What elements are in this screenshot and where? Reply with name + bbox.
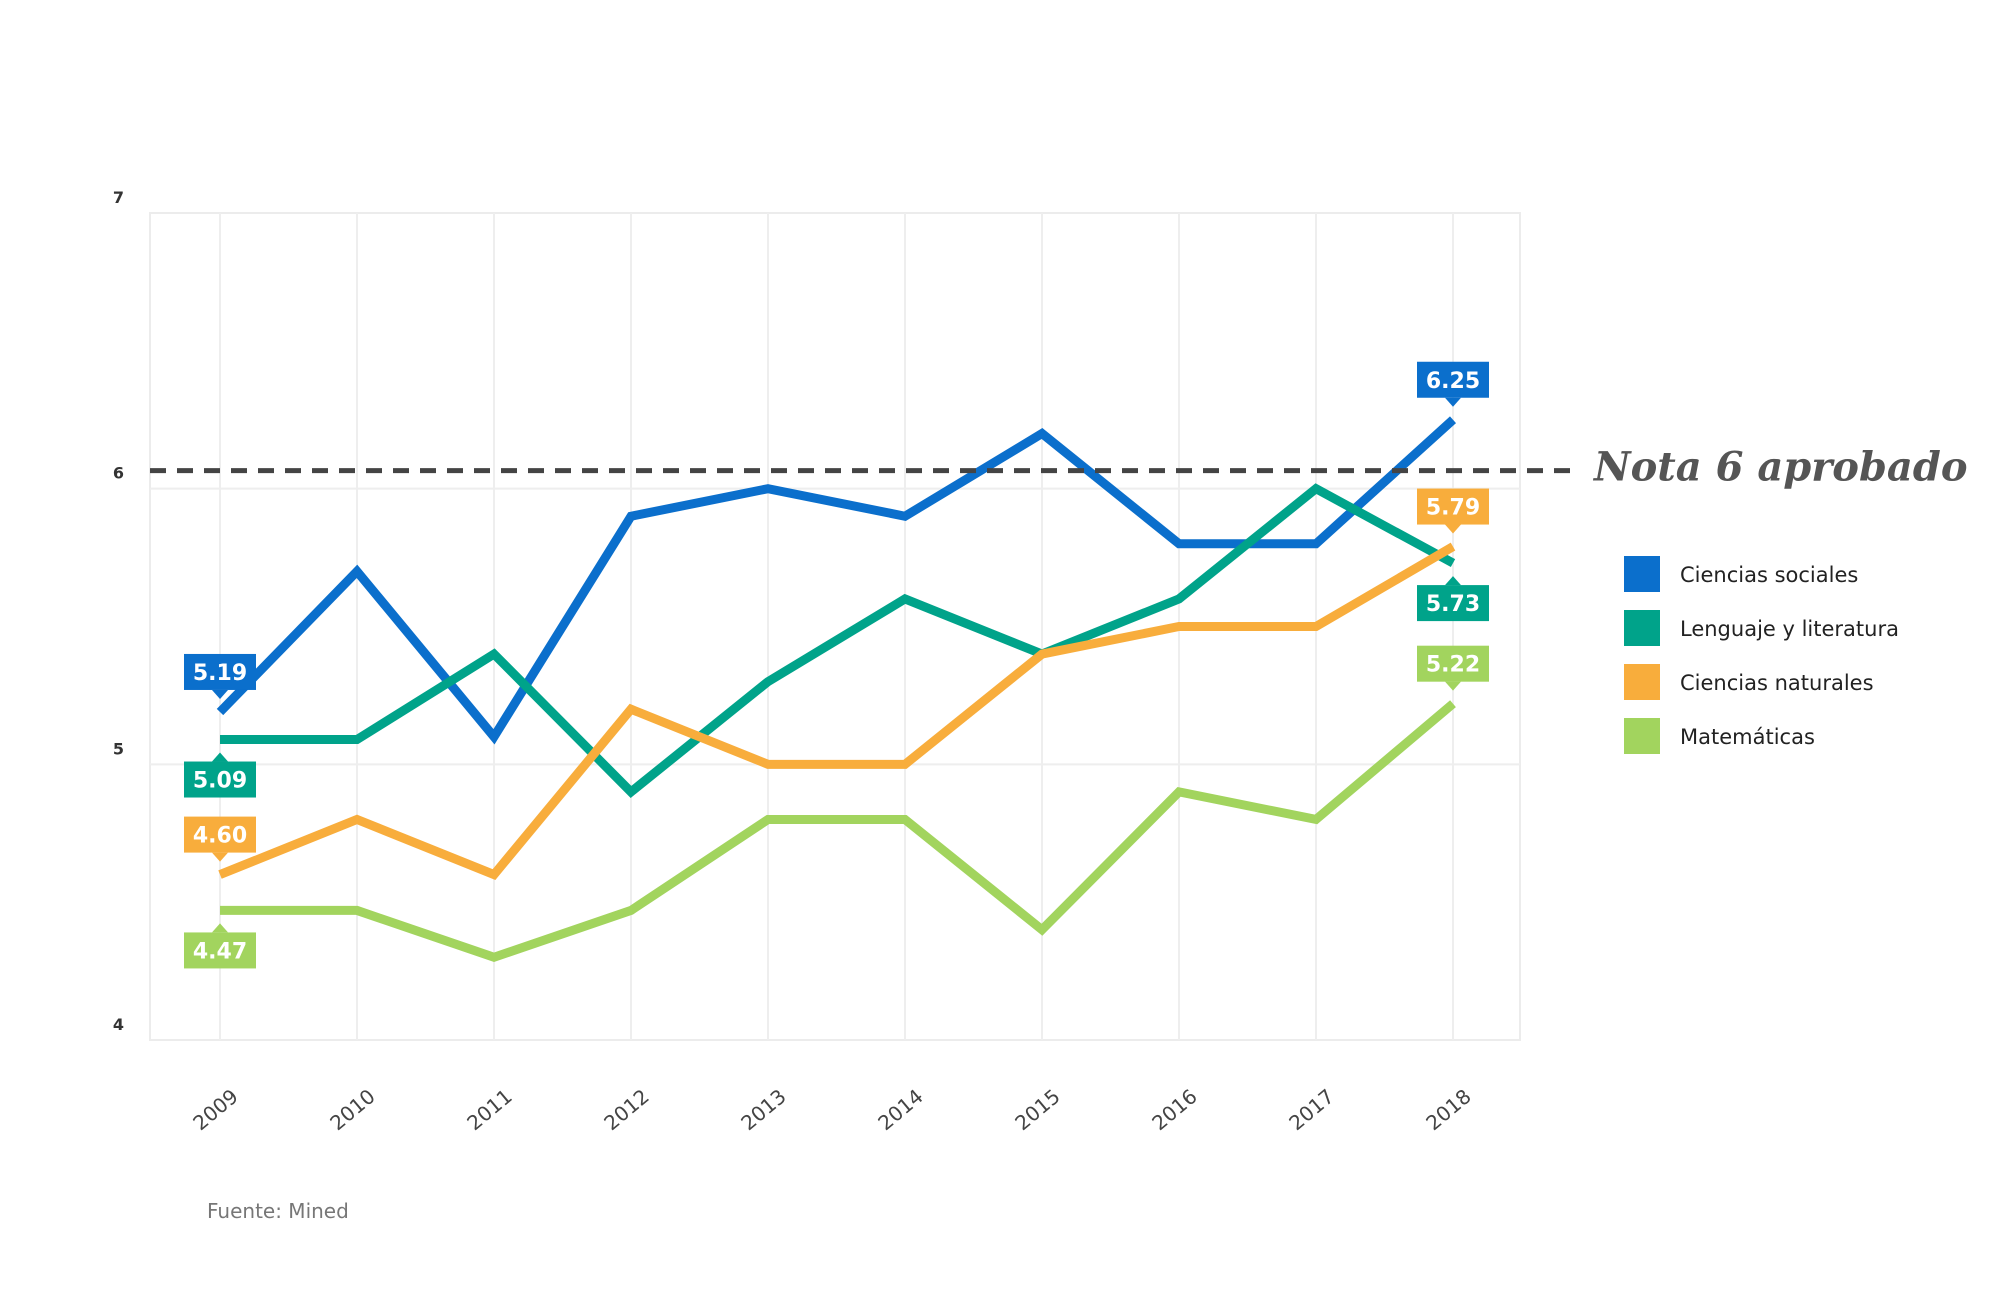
data-label: 4.47 (184, 923, 256, 969)
data-label-box (1417, 645, 1489, 682)
data-label-text: 5.19 (193, 661, 247, 686)
series-line (218, 542, 1456, 881)
legend-swatch (1624, 610, 1660, 646)
data-label-text: 5.09 (193, 769, 247, 794)
data-label-box (1417, 361, 1489, 398)
legend-item: Matemáticas (1624, 718, 1815, 754)
reference-line-group: Nota 6 aprobado (150, 444, 1968, 491)
data-label-pointer (1445, 397, 1461, 407)
reference-line-label: Nota 6 aprobado (1592, 444, 1968, 491)
plot-frame (149, 212, 1521, 1041)
data-label-box (1417, 585, 1489, 622)
series-lines (216, 416, 1457, 963)
y-tick-label: 7 (113, 188, 124, 207)
x-tick-label: 2015 (1010, 1084, 1064, 1135)
data-label-text: 5.22 (1426, 653, 1480, 678)
legend-swatch (1624, 718, 1660, 754)
data-label-pointer (1445, 681, 1461, 691)
data-label: 5.79 (1417, 488, 1489, 534)
y-axis-ticks: 4 5 6 7 (113, 188, 124, 1034)
legend-label: Matemáticas (1680, 725, 1815, 749)
data-label-text: 4.47 (193, 939, 247, 964)
legend-label: Lenguaje y literatura (1680, 617, 1899, 641)
data-label-box (184, 816, 256, 853)
data-label-pointer (1445, 524, 1461, 534)
data-label-box (184, 653, 256, 690)
legend-item: Ciencias sociales (1624, 556, 1858, 592)
series-line (216, 416, 1457, 745)
data-label-pointer (212, 852, 228, 862)
x-axis-ticks: 2009 2010 2011 2012 2013 2014 2015 2016 2017 2018 (188, 1084, 1475, 1135)
source-note: Fuente: Mined (207, 1199, 349, 1223)
data-label-pointer (212, 752, 228, 762)
legend-swatch (1624, 556, 1660, 592)
y-tick-label: 6 (113, 464, 124, 483)
data-label-pointer (1445, 576, 1461, 586)
data-label-text: 6.25 (1426, 369, 1480, 394)
data-label-box (1417, 488, 1489, 525)
legend-swatch (1624, 664, 1660, 700)
data-label: 5.22 (1417, 645, 1489, 691)
legend-item: Ciencias naturales (1624, 664, 1874, 700)
series-line (220, 700, 1456, 963)
grid-lines (150, 213, 1520, 1040)
data-label-pointer (212, 689, 228, 699)
legend-label: Ciencias sociales (1680, 563, 1858, 587)
data-label: 4.60 (184, 816, 256, 862)
data-label-text: 5.79 (1426, 496, 1480, 521)
x-tick-label: 2009 (188, 1084, 242, 1135)
data-label: 5.73 (1417, 576, 1489, 622)
data-label-box (184, 932, 256, 969)
x-tick-label: 2011 (462, 1084, 516, 1135)
y-tick-label: 4 (113, 1015, 124, 1034)
x-tick-label: 2010 (325, 1084, 379, 1135)
y-tick-label: 5 (113, 739, 124, 758)
x-tick-label: 2012 (599, 1084, 653, 1135)
plot-border (149, 212, 1521, 1041)
legend-item: Lenguaje y literatura (1624, 610, 1899, 646)
data-label: 6.25 (1417, 361, 1489, 407)
x-tick-label: 2013 (736, 1084, 790, 1135)
legend-label: Ciencias naturales (1680, 671, 1874, 695)
data-label-text: 4.60 (193, 824, 247, 849)
x-tick-label: 2014 (873, 1084, 927, 1135)
x-tick-label: 2018 (1421, 1084, 1475, 1135)
x-tick-label: 2017 (1284, 1084, 1338, 1135)
data-labels: 5.19 6.25 5.09 5.73 4.60 5.79 4.47 5.22 (184, 361, 1489, 969)
data-label: 5.09 (184, 752, 256, 798)
data-label-box (184, 761, 256, 798)
data-label: 5.19 (184, 653, 256, 699)
series-line (220, 483, 1456, 798)
x-tick-label: 2016 (1147, 1084, 1201, 1135)
data-label-pointer (212, 923, 228, 933)
data-label-text: 5.73 (1426, 592, 1480, 617)
legend: Ciencias sociales Lenguaje y literatura Ci… (1624, 556, 1899, 754)
